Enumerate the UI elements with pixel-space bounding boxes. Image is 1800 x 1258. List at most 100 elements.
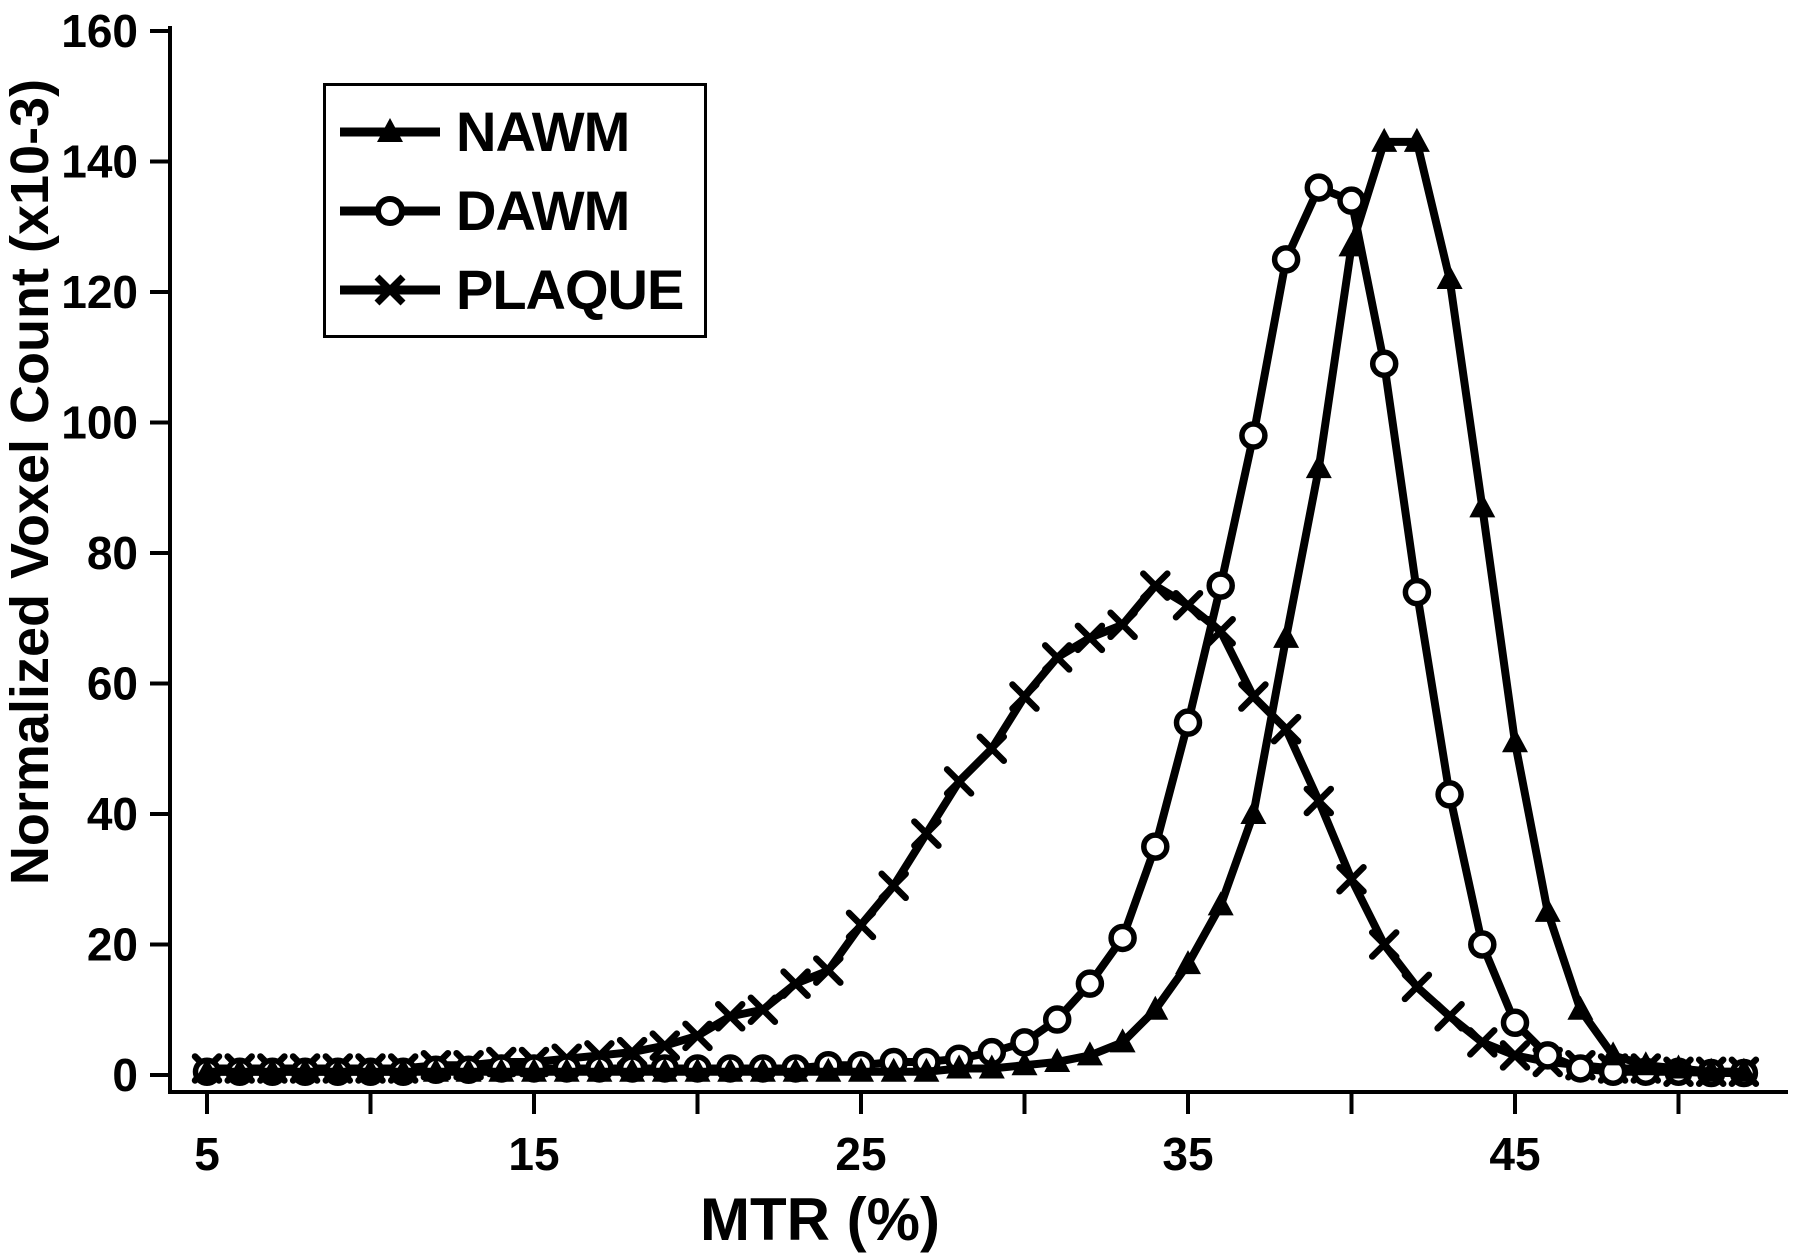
dawm-circle-marker xyxy=(1042,1005,1072,1034)
nawm-triangle-marker xyxy=(848,1057,874,1082)
nawm-triangle-marker xyxy=(226,1057,253,1082)
dawm-circle-marker xyxy=(1173,708,1203,737)
plaque-x-marker xyxy=(1238,681,1269,712)
plaque-x-marker xyxy=(878,870,909,902)
nawm-triangle-marker xyxy=(521,1057,547,1082)
nawm-triangle-marker xyxy=(1076,1041,1103,1066)
dawm-circle-marker xyxy=(1206,571,1235,600)
nawm-triangle-marker xyxy=(1534,897,1561,922)
nawm-triangle-marker xyxy=(1730,1057,1757,1082)
plaque-x-marker xyxy=(1499,1040,1531,1071)
x-tick-label: 5 xyxy=(194,1128,220,1180)
x-tick-label: 35 xyxy=(1162,1128,1213,1180)
dawm-circle-marker xyxy=(1271,245,1301,274)
dawm-circle-marker xyxy=(1239,421,1268,450)
y-tick-label: 60 xyxy=(87,658,138,710)
legend-label-plaque: PLAQUE xyxy=(456,257,684,321)
nawm-triangle-marker xyxy=(1273,623,1300,648)
nawm-triangle-marker xyxy=(553,1057,580,1082)
legend-item-plaque: PLAQUE xyxy=(338,257,700,321)
x-tick-label: 25 xyxy=(835,1128,886,1180)
nawm-triangle-marker xyxy=(1469,493,1496,518)
plaque-x-marker xyxy=(1140,570,1171,601)
x-tick-label: 45 xyxy=(1489,1128,1540,1180)
nawm-triangle-marker xyxy=(815,1057,842,1082)
nawm-triangle-marker xyxy=(978,1054,1005,1079)
nawm-triangle-marker xyxy=(1011,1051,1038,1076)
nawm-triangle-marker xyxy=(1240,800,1267,824)
legend: NAWM DAWM PLAQUE xyxy=(323,83,707,338)
nawm-triangle-marker xyxy=(1338,232,1365,257)
plaque-x-marker xyxy=(714,1001,746,1032)
nawm-triangle-marker xyxy=(1698,1057,1725,1082)
plaque-x-marker xyxy=(682,1020,713,1052)
plaque-x-marker xyxy=(1368,929,1400,960)
nawm-triangle-marker xyxy=(749,1057,776,1082)
plaque-x-marker xyxy=(845,909,877,941)
plaque-x-marker xyxy=(1434,1001,1465,1032)
dawm-circle-marker xyxy=(1500,1008,1530,1038)
plaque-x-marker xyxy=(1107,609,1138,641)
nawm-triangle-marker xyxy=(1305,454,1332,479)
dawm-circle-marker xyxy=(1468,930,1497,959)
series-line-plaque xyxy=(203,581,1748,1076)
nawm-triangle-marker xyxy=(717,1057,744,1082)
plaque-x-marker xyxy=(1009,681,1040,712)
plaque-x-marker xyxy=(1336,864,1367,895)
nawm-triangle-marker xyxy=(1175,950,1201,975)
plaque-x-marker xyxy=(1041,642,1073,673)
nawm-triangle-marker xyxy=(1371,127,1398,152)
y-tick-label: 100 xyxy=(61,397,138,449)
plaque-x-marker xyxy=(1172,589,1204,621)
plaque-x-marker xyxy=(1270,713,1302,745)
y-tick-label: 0 xyxy=(112,1049,138,1101)
dawm-circle-marker xyxy=(1402,577,1432,607)
nawm-triangle-marker xyxy=(1436,264,1463,289)
nawm-triangle-marker xyxy=(1207,891,1234,916)
nawm-triangle-marker xyxy=(488,1057,515,1082)
nawm-triangle-marker xyxy=(651,1057,678,1082)
nawm-triangle-marker xyxy=(455,1057,482,1082)
legend-label-nawm: NAWM xyxy=(456,99,630,163)
nawm-triangle-marker xyxy=(194,1057,220,1082)
plot-area: 0 20 40 60 80 100 120 140 160 5 15 25 35 45 xyxy=(61,5,1788,1180)
nawm-triangle-marker xyxy=(586,1057,613,1082)
nawm-triangle-marker xyxy=(880,1057,907,1082)
legend-item-dawm: DAWM xyxy=(338,178,700,242)
plaque-x-marker xyxy=(813,955,844,986)
plaque-x-marker xyxy=(1303,785,1335,817)
plaque-x-marker xyxy=(976,733,1008,764)
plaque-x-marker xyxy=(649,1030,681,1061)
nawm-triangle-marker xyxy=(292,1057,319,1082)
nawm-triangle-marker xyxy=(782,1057,809,1082)
dawm-circle-marker xyxy=(1141,832,1170,861)
nawm-triangle-marker xyxy=(1403,127,1430,152)
legend-label-dawm: DAWM xyxy=(456,178,630,242)
nawm-triangle-marker xyxy=(946,1054,973,1079)
nawm-triangle-marker xyxy=(390,1057,417,1082)
x-tick-label: 15 xyxy=(508,1128,559,1180)
nawm-triangle-marker-icon xyxy=(340,117,440,142)
dawm-circle-marker-icon xyxy=(340,195,440,226)
x-axis-title: MTR (%) xyxy=(700,1186,940,1253)
plaque-x-marker xyxy=(1467,1027,1498,1058)
dawm-circle-marker xyxy=(1075,969,1105,998)
nawm-triangle-marker xyxy=(619,1057,646,1082)
plaque-x-marker xyxy=(1074,622,1106,654)
y-tick-label: 80 xyxy=(87,527,138,579)
dawm-circle-marker xyxy=(1566,1054,1595,1083)
nawm-triangle-marker xyxy=(324,1057,351,1082)
y-tick-label: 20 xyxy=(87,919,138,971)
y-tick-label: 120 xyxy=(61,266,138,318)
nawm-triangle-marker xyxy=(1567,995,1594,1020)
y-tick-label: 160 xyxy=(61,5,138,57)
nawm-triangle-marker xyxy=(1109,1028,1136,1053)
dawm-circle-marker xyxy=(1533,1041,1562,1070)
nawm-triangle-marker xyxy=(357,1057,384,1082)
nawm-triangle-marker xyxy=(1142,995,1169,1020)
plaque-x-marker-icon xyxy=(340,274,440,305)
dawm-circle-marker xyxy=(1304,173,1334,202)
dawm-circle-marker xyxy=(1010,1028,1039,1057)
